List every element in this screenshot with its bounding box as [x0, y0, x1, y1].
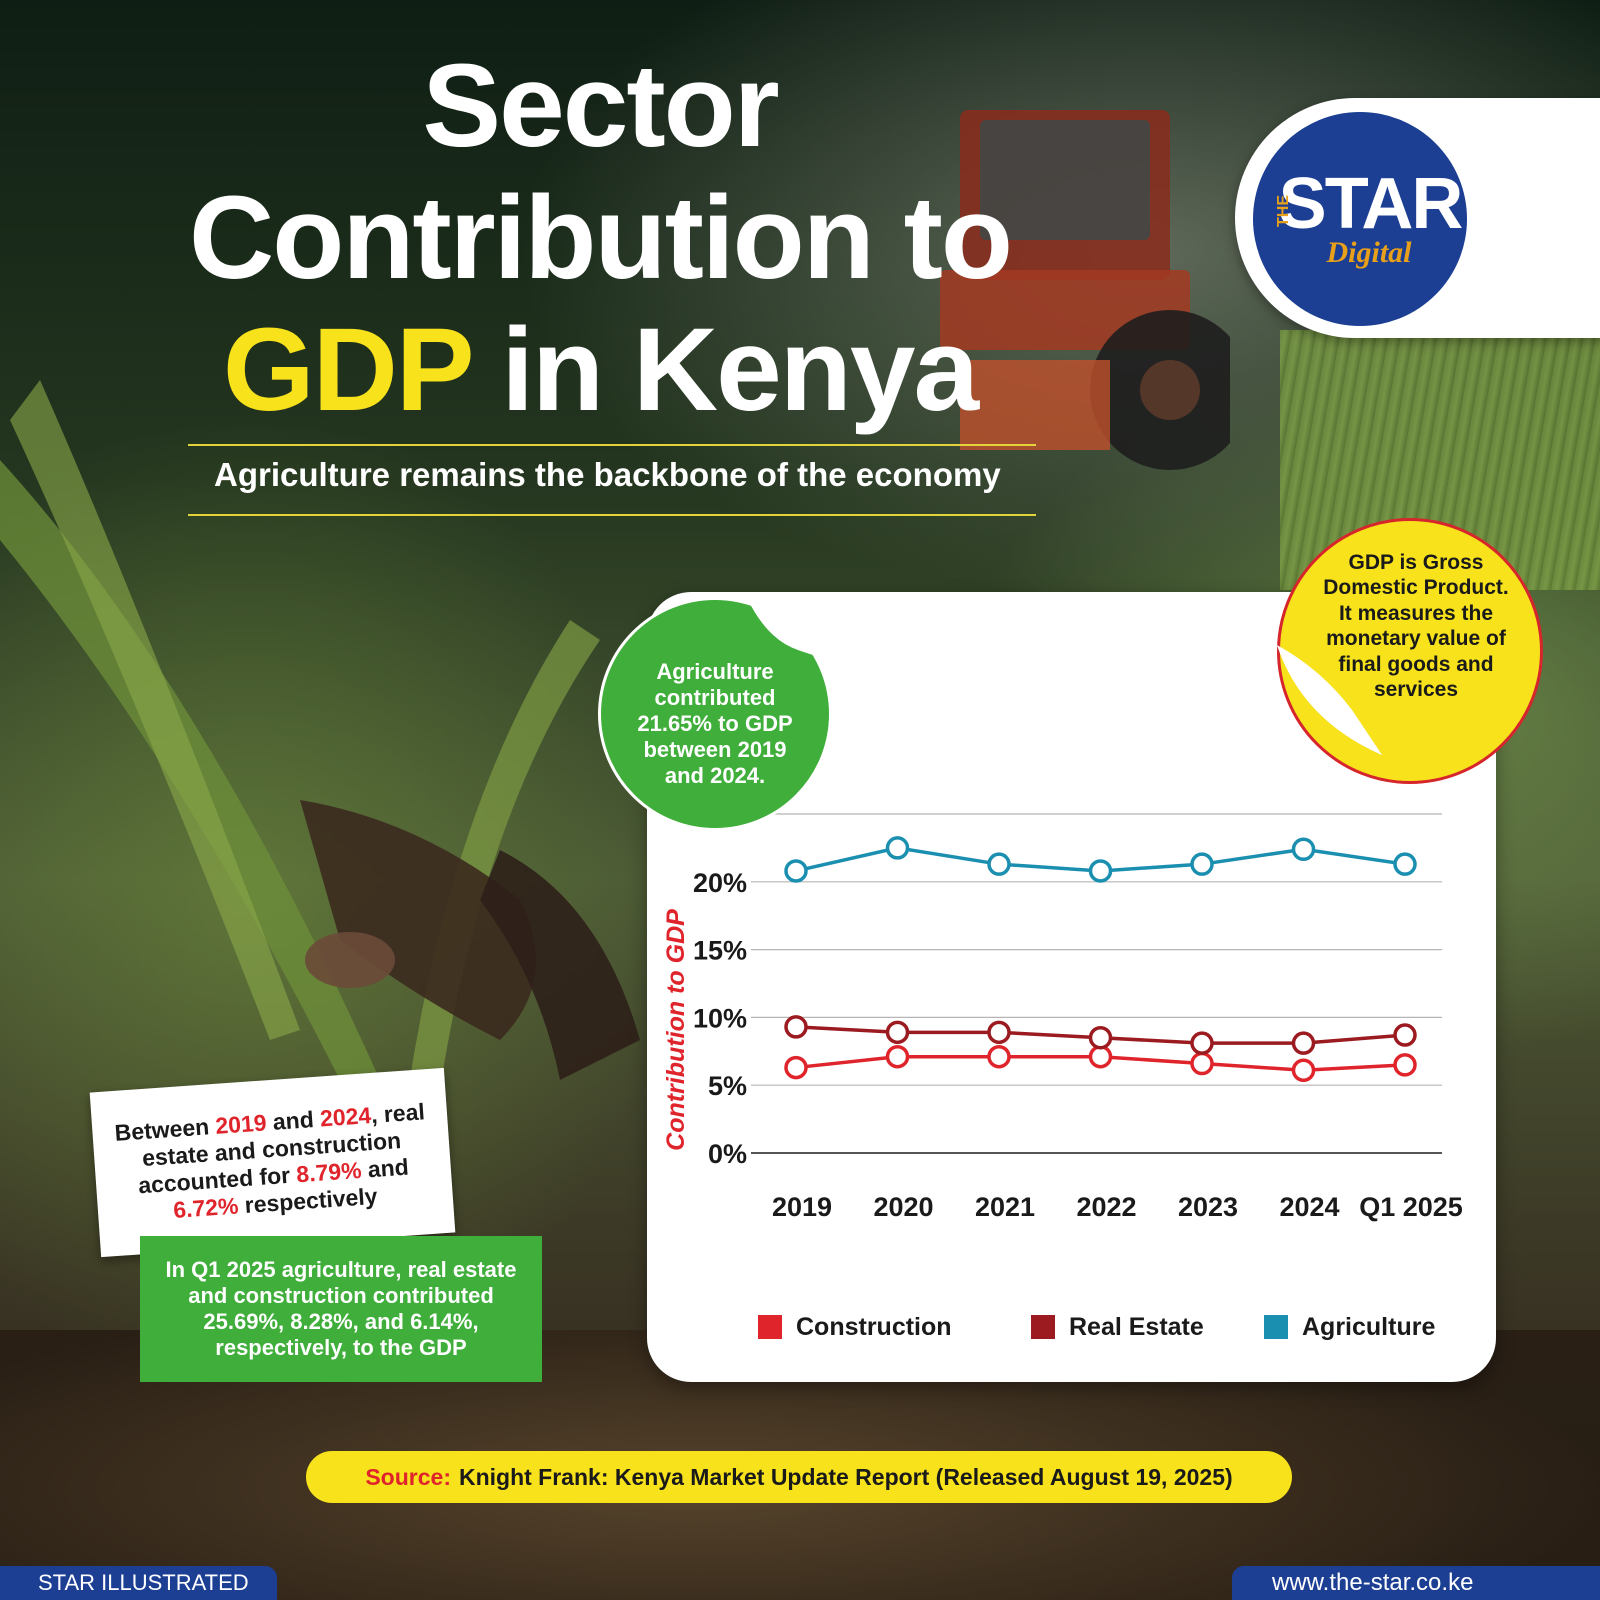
data-point-real-estate — [1393, 1023, 1417, 1047]
legend-item-construction: Construction — [758, 1312, 952, 1342]
x-tick-label: 2024 — [1279, 1192, 1339, 1222]
logo-star-text: STAR — [1278, 164, 1464, 244]
y-tick-label: 15% — [693, 936, 747, 966]
data-point-construction — [784, 1055, 808, 1080]
legend-swatch-real-estate — [1031, 1315, 1055, 1339]
data-point-construction — [885, 1044, 910, 1069]
x-tick-label: 2022 — [1076, 1192, 1136, 1222]
y-tick-label: 0% — [708, 1139, 747, 1169]
source-text: Knight Frank: Kenya Market Update Report… — [458, 1463, 1233, 1490]
footer-star-illustrated: STAR ILLUSTRATED — [0, 1566, 277, 1600]
page-title: Sector Contribution to GDP in Kenya — [189, 40, 1013, 436]
x-tick-label: 2020 — [873, 1192, 933, 1222]
x-tick-label: Q1 2025 — [1359, 1192, 1463, 1222]
legend-swatch-construction — [758, 1315, 782, 1339]
gdp-definition-bubble: GDP is Gross Domestic Product. It measur… — [1277, 518, 1543, 784]
legend-label-agriculture: Agriculture — [1302, 1312, 1436, 1341]
data-point-agriculture — [784, 859, 808, 883]
logo-the-text: THE — [1275, 195, 1292, 227]
data-point-construction — [1393, 1053, 1417, 1077]
real-estate-construction-note: Between 2019 and 2024, real estate and c… — [89, 1067, 456, 1258]
y-tick-label: 5% — [708, 1071, 747, 1101]
tractor-illustration — [940, 110, 1230, 470]
line-chart: 0%5%10%15%20%25% 20192020202120222023202… — [662, 800, 1463, 1222]
legend-swatch-agriculture — [1264, 1315, 1288, 1339]
q1-2025-note: In Q1 2025 agriculture, real estate and … — [140, 1236, 542, 1382]
data-point-agriculture — [885, 836, 910, 860]
legend-label-construction: Construction — [796, 1312, 952, 1341]
y-tick-label: 10% — [693, 1003, 747, 1033]
yellow-page-curl — [1277, 645, 1382, 755]
title-highlight: GDP — [222, 304, 473, 436]
y-axis-label: Contribution to GDP — [662, 909, 690, 1151]
the-star-logo[interactable]: STAR Digital — [1253, 112, 1467, 326]
maize-leaves — [0, 380, 640, 1160]
data-point-real-estate — [1088, 1025, 1113, 1050]
title-rule-top — [188, 444, 1036, 446]
data-point-construction — [1088, 1044, 1113, 1069]
data-point-construction — [1291, 1058, 1316, 1083]
x-tick-label: 2021 — [975, 1192, 1035, 1222]
x-tick-label: 2019 — [772, 1192, 832, 1222]
legend-item-agriculture: Agriculture — [1264, 1312, 1435, 1342]
y-tick-label: 20% — [693, 868, 747, 898]
data-point-agriculture — [1291, 837, 1316, 862]
title-rule-bottom — [188, 514, 1036, 516]
data-point-real-estate — [784, 1015, 808, 1039]
data-point-real-estate — [885, 1020, 910, 1045]
data-point-real-estate — [1291, 1031, 1316, 1055]
green-page-curl — [748, 600, 828, 660]
data-point-agriculture — [1393, 852, 1417, 876]
source-pill: Source: Knight Frank: Kenya Market Updat… — [306, 1451, 1292, 1503]
data-point-agriculture — [987, 852, 1011, 876]
page-subtitle: Agriculture remains the backbone of the … — [214, 456, 1001, 493]
logo-digital-text: Digital — [1326, 236, 1412, 269]
source-label: Source: — [365, 1463, 451, 1490]
data-point-agriculture — [1088, 859, 1113, 883]
data-point-construction — [987, 1044, 1011, 1069]
data-point-real-estate — [987, 1020, 1011, 1045]
data-point-construction — [1190, 1051, 1214, 1076]
data-point-agriculture — [1190, 852, 1214, 876]
data-point-real-estate — [1190, 1031, 1214, 1055]
footer-website-link[interactable]: www.the-star.co.ke — [1232, 1566, 1600, 1600]
x-tick-label: 2023 — [1178, 1192, 1238, 1222]
legend-item-real-estate: Real Estate — [1031, 1312, 1204, 1342]
legend-label-real-estate: Real Estate — [1069, 1312, 1204, 1341]
